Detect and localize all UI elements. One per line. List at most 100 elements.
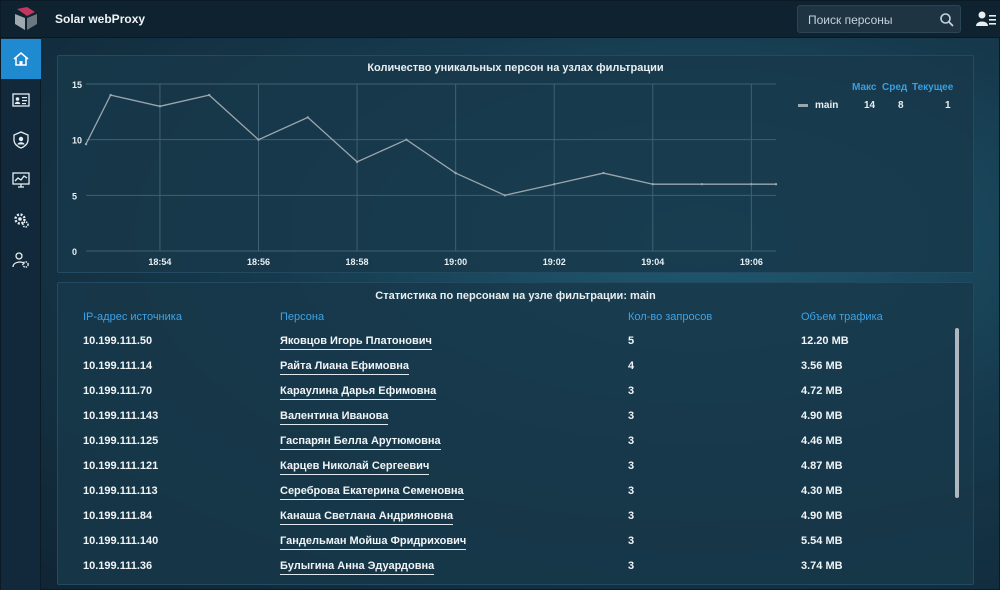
cell-person-link[interactable]: Сереброва Екатерина Семеновна [280,485,464,500]
series-line-main[interactable] [85,94,776,196]
solar-logo-icon[interactable] [13,6,39,32]
search-input[interactable] [808,11,938,29]
sidebar-item-policies[interactable] [1,120,41,160]
cell-ip: 10.199.111.70 [83,385,153,397]
cell-ip: 10.199.111.14 [83,360,153,372]
cell-requests: 4 [628,360,635,372]
sidebar-item-settings[interactable] [1,200,41,240]
cell-requests: 3 [628,560,635,572]
cell-person-link[interactable]: Яковцов Игорь Платонович [280,335,432,350]
cell-person-link[interactable]: Карцев Николай Сергеевич [280,460,430,475]
data-point[interactable] [355,160,359,164]
legend-header-max: Макс [852,82,877,93]
cell-ip: 10.199.111.113 [83,485,158,497]
legend-value-avg: 8 [898,100,904,111]
y-tick-label: 0 [72,247,77,257]
table-row: 10.199.111.125 Гаспарян Белла Арутюмовна 3… [58,435,958,460]
cell-requests: 3 [628,410,635,422]
column-header-requests[interactable]: Кол-во запросов [628,311,713,323]
cell-person-link[interactable]: Канаша Светлана Андрияновна [280,510,454,525]
sidebar-item-users[interactable] [1,240,41,280]
cell-ip: 10.199.111.121 [83,460,159,472]
cell-person-link[interactable]: Райта Лиана Ефимовна [280,360,410,375]
cell-person-link[interactable]: Валентина Иванова [280,410,389,425]
data-point[interactable] [84,142,88,146]
data-point[interactable] [602,171,605,175]
cell-requests: 3 [628,485,635,497]
cell-requests: 3 [628,385,635,397]
data-point[interactable] [651,183,654,186]
data-point[interactable] [158,105,162,108]
sidebar-item-home[interactable] [1,39,41,79]
legend-swatch-main [798,104,808,107]
data-point[interactable] [454,171,457,175]
legend-header-current: Текущее [912,82,954,93]
search-icon[interactable] [939,12,955,28]
cell-ip: 10.199.111.143 [83,410,159,422]
cell-requests: 5 [628,335,635,347]
x-tick-label: 19:02 [543,257,566,267]
cell-ip: 10.199.111.84 [83,510,153,522]
cell-requests: 3 [628,460,635,472]
cell-person-link[interactable]: Гаспарян Белла Арутюмовна [280,435,441,450]
user-menu-icon[interactable] [976,9,996,29]
y-tick-label: 5 [72,191,77,201]
legend-value-current: 1 [945,100,951,111]
chart-monitor-icon [12,172,30,188]
data-point[interactable] [405,138,408,141]
x-tick-label: 19:04 [641,257,664,267]
x-tick-label: 18:56 [247,257,270,267]
table-row: 10.199.111.50 Яковцов Игорь Платонович 5 12… [58,335,958,360]
cell-requests: 3 [628,435,635,447]
gear-icon [14,213,29,228]
cell-requests: 3 [628,510,635,522]
cell-ip: 10.199.111.36 [83,560,153,572]
cell-requests: 3 [628,535,635,547]
home-icon [13,52,29,66]
data-point[interactable] [700,183,704,186]
cell-ip: 10.199.111.125 [83,435,159,447]
data-point[interactable] [750,183,753,186]
cell-person-link[interactable]: Булыгина Анна Эдуардовна [280,560,435,575]
data-point[interactable] [553,183,556,186]
data-point[interactable] [257,138,260,141]
top-bar: Solar webProxy [1,1,1000,38]
table-row: 10.199.111.140 Гандельман Мойша Фридрихов… [58,535,958,560]
id-card-icon [12,93,30,107]
column-header-person[interactable]: Персона [280,311,325,323]
legend-value-max: 14 [864,100,876,111]
legend-series-name[interactable]: main [815,100,839,111]
data-point[interactable] [774,183,778,186]
data-point[interactable] [306,116,309,119]
sidebar-item-monitoring[interactable] [1,160,41,200]
persons-chart-panel: Количество уникальных персон на узлах фи… [57,55,974,273]
chart-title: Количество уникальных персон на узлах фи… [367,62,664,74]
table-row: 10.199.111.14 Райта Лиана Ефимовна 4 3.56 M… [58,360,958,385]
y-tick-label: 15 [72,80,82,90]
table-title: Статистика по персонам на узле фильтраци… [375,290,656,302]
table-row: 10.199.111.36 Булыгина Анна Эдуардовна 3 3.… [58,560,958,585]
table-row: 10.199.111.121 Карцев Николай Сергеевич 3 4… [58,460,958,485]
cell-traffic: 4.90 MB [801,410,843,422]
y-tick-label: 10 [72,136,82,146]
search-box[interactable] [797,5,961,33]
cell-traffic: 4.87 MB [801,460,843,472]
cell-person-link[interactable]: Караулина Дарья Ефимовна [280,385,437,400]
x-tick-label: 18:54 [148,257,171,267]
cell-traffic: 5.54 MB [801,535,843,547]
line-chart: 0 5 10 15 18:54 18:56 18:58 19:00 19:02 19:04 19:0… [72,80,778,267]
table-row: 10.199.111.143 Валентина Иванова 3 4.90 MB [58,410,958,435]
data-point[interactable] [503,194,507,197]
column-header-traffic[interactable]: Объем трафика [801,311,883,323]
shield-icon [13,131,29,149]
sidebar-item-persons[interactable] [1,80,41,120]
sidebar [1,38,41,590]
legend-header-avg: Сред [882,82,908,93]
cell-person-link[interactable]: Гандельман Мойша Фридрихович [280,535,467,550]
app-title: Solar webProxy [55,12,146,26]
table-scrollbar[interactable] [955,328,961,578]
scrollbar-thumb[interactable] [955,328,959,498]
column-header-ip[interactable]: IP-адрес источника [83,311,182,323]
data-point[interactable] [109,93,112,97]
data-point[interactable] [208,93,211,97]
